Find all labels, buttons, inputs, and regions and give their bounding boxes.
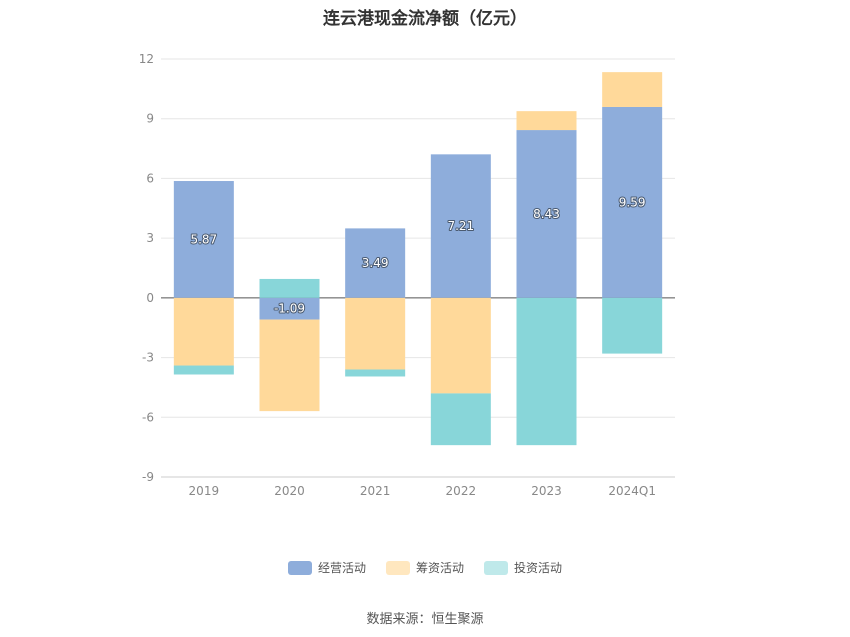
bar-筹资活动-2021 bbox=[345, 297, 406, 370]
y-tick-label: 3 bbox=[146, 231, 154, 245]
data-label-2020: -1.09 bbox=[274, 302, 305, 316]
y-tick-label: -3 bbox=[142, 351, 154, 365]
y-tick-label: 9 bbox=[146, 112, 154, 126]
x-tick-label: 2019 bbox=[189, 484, 220, 498]
x-tick-label: 2021 bbox=[360, 484, 391, 498]
bar-筹资活动-2023 bbox=[516, 111, 577, 131]
bar-筹资活动-2022 bbox=[430, 297, 491, 394]
bar-经营活动-2023 bbox=[516, 130, 577, 298]
bar-投资活动-2024Q1 bbox=[602, 297, 663, 354]
legend-swatch-operating bbox=[287, 560, 312, 575]
legend-label-investing: 投资活动 bbox=[514, 561, 563, 575]
chart-title: 连云港现金流净额（亿元） bbox=[323, 9, 527, 29]
legend-label-operating: 经营活动 bbox=[317, 561, 366, 575]
source-note: 数据来源：恒生聚源 bbox=[366, 612, 484, 627]
bar-筹资活动-2024Q1 bbox=[602, 72, 663, 107]
y-tick-label: 12 bbox=[139, 52, 154, 66]
legend-swatch-financing bbox=[385, 560, 410, 575]
y-tick-label: 0 bbox=[146, 291, 154, 305]
bar-投资活动-2020 bbox=[259, 278, 320, 298]
y-tick-label: 6 bbox=[146, 171, 154, 185]
x-tick-label: 2022 bbox=[446, 484, 477, 498]
legend-item-financing[interactable]: 筹资活动 bbox=[385, 559, 464, 576]
data-label-2024Q1: 9.59 bbox=[619, 195, 646, 209]
data-label-2022: 7.21 bbox=[447, 219, 474, 233]
x-tick-label: 2024Q1 bbox=[608, 484, 656, 498]
bar-经营活动-2022 bbox=[430, 154, 491, 298]
bar-投资活动-2022 bbox=[430, 393, 491, 446]
bar-筹资活动-2020 bbox=[259, 319, 320, 412]
legend-item-operating[interactable]: 经营活动 bbox=[287, 559, 366, 576]
y-tick-label: -6 bbox=[142, 410, 154, 424]
data-label-2021: 3.49 bbox=[362, 256, 389, 270]
legend-item-investing[interactable]: 投资活动 bbox=[484, 559, 562, 576]
x-tick-label: 2020 bbox=[274, 484, 305, 498]
bar-经营活动-2024Q1 bbox=[602, 106, 663, 298]
bar-经营活动-2021 bbox=[345, 228, 406, 298]
y-tick-label: -9 bbox=[142, 470, 154, 484]
data-label-2023: 8.43 bbox=[533, 207, 560, 221]
bar-投资活动-2021 bbox=[345, 369, 406, 377]
legend: 经营活动 筹资活动 投资活动 bbox=[0, 559, 850, 576]
legend-swatch-investing bbox=[484, 560, 508, 575]
bar-投资活动-2023 bbox=[516, 297, 577, 446]
legend-label-financing: 筹资活动 bbox=[415, 561, 464, 575]
bar-经营活动-2020 bbox=[259, 297, 320, 320]
x-tick-label: 2023 bbox=[531, 484, 562, 498]
bar-筹资活动-2019 bbox=[173, 297, 234, 366]
bar-经营活动-2019 bbox=[173, 181, 234, 298]
data-label-2019: 5.87 bbox=[190, 232, 217, 246]
bar-投资活动-2019 bbox=[173, 365, 234, 375]
